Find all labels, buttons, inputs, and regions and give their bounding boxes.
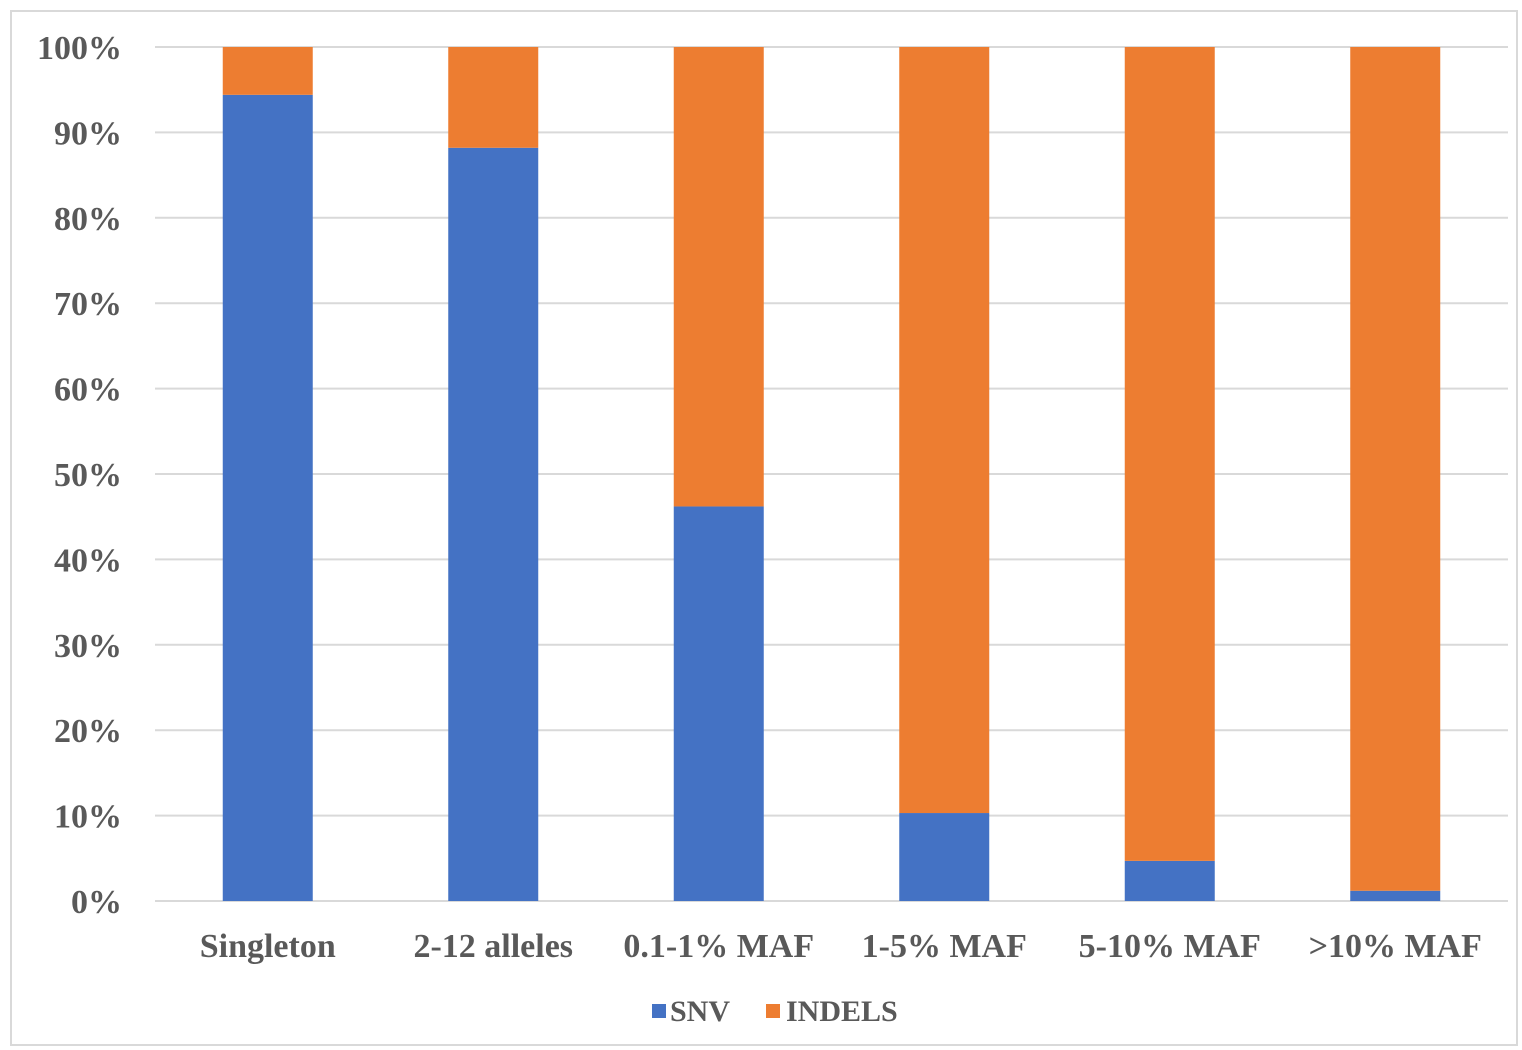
y-tick-label: 80%: [54, 201, 122, 238]
bar-snv-2: [674, 506, 764, 901]
y-tick-label: 10%: [54, 799, 122, 836]
x-axis-category-labels: Singleton 2-12 alleles 0.1-1% MAF 1-5% MAF 5…: [200, 928, 1482, 965]
bar-snv-5: [1350, 891, 1440, 901]
x-category-label: 2-12 alleles: [413, 928, 573, 965]
y-tick-label: 50%: [54, 457, 122, 494]
bar-indels-0: [223, 47, 313, 95]
y-tick-label: 0%: [71, 884, 122, 921]
y-tick-label: 40%: [54, 542, 122, 579]
bar-snv-4: [1125, 861, 1215, 901]
y-tick-label: 90%: [54, 115, 122, 152]
legend-swatch-indels: [766, 1004, 780, 1018]
legend: SNV INDELS: [652, 995, 898, 1028]
bar-snv-3: [899, 813, 989, 901]
x-category-label: 1-5% MAF: [862, 928, 1027, 965]
gridlines: [155, 47, 1508, 901]
bar-indels-1: [448, 47, 538, 148]
y-axis-tick-labels: 0% 10% 20% 30% 40% 50% 60% 70% 80% 90% 100%: [37, 30, 122, 921]
y-tick-label: 70%: [54, 286, 122, 323]
y-tick-label: 100%: [37, 30, 122, 67]
bar-indels-3: [899, 47, 989, 813]
x-category-label: 5-10% MAF: [1079, 928, 1261, 965]
x-category-label: Singleton: [200, 928, 336, 965]
y-tick-label: 30%: [54, 628, 122, 665]
legend-swatch-snv: [652, 1004, 666, 1018]
bar-indels-4: [1125, 47, 1215, 861]
x-category-label: >10% MAF: [1309, 928, 1482, 965]
y-tick-label: 20%: [54, 713, 122, 750]
x-category-label: 0.1-1% MAF: [623, 928, 814, 965]
bar-snv-1: [448, 148, 538, 901]
bar-indels-2: [674, 47, 764, 506]
bar-snv-0: [223, 95, 313, 901]
legend-label-indels: INDELS: [786, 995, 898, 1028]
bar-indels-5: [1350, 47, 1440, 891]
y-tick-label: 60%: [54, 372, 122, 409]
legend-label-snv: SNV: [670, 995, 730, 1028]
